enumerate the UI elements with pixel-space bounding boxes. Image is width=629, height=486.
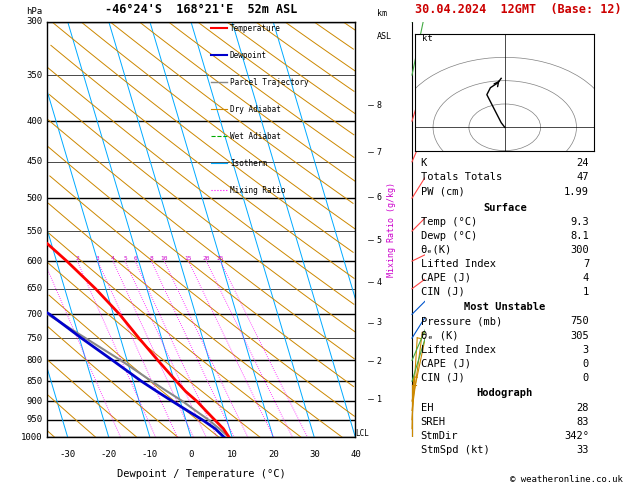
Text: Dewp (°C): Dewp (°C) <box>421 231 477 241</box>
Text: 7: 7 <box>377 148 382 157</box>
Text: Parcel Trajectory: Parcel Trajectory <box>230 78 309 87</box>
Text: 0: 0 <box>583 373 589 383</box>
Text: 300: 300 <box>571 245 589 255</box>
Text: Most Unstable: Most Unstable <box>464 302 545 312</box>
Text: 305: 305 <box>571 330 589 341</box>
Text: 300: 300 <box>26 17 43 26</box>
Text: 10: 10 <box>160 256 168 261</box>
Text: 342°: 342° <box>564 431 589 441</box>
Text: 5: 5 <box>377 236 382 245</box>
Text: 0: 0 <box>583 359 589 369</box>
Text: © weatheronline.co.uk: © weatheronline.co.uk <box>510 474 623 484</box>
Text: -10: -10 <box>142 450 158 459</box>
Text: LCL: LCL <box>355 430 369 438</box>
Text: 15: 15 <box>185 256 192 261</box>
Text: 9.3: 9.3 <box>571 217 589 227</box>
Text: Pressure (mb): Pressure (mb) <box>421 316 502 327</box>
Text: 450: 450 <box>26 157 43 166</box>
Text: 600: 600 <box>26 257 43 265</box>
Text: hPa: hPa <box>26 7 43 16</box>
Text: EH: EH <box>421 403 433 413</box>
Text: ASL: ASL <box>377 32 392 41</box>
Text: 5: 5 <box>123 256 127 261</box>
Text: 28: 28 <box>577 403 589 413</box>
Text: θₑ (K): θₑ (K) <box>421 330 458 341</box>
Text: -46°24'S  168°21'E  52m ASL: -46°24'S 168°21'E 52m ASL <box>105 2 298 16</box>
Text: CIN (J): CIN (J) <box>421 373 464 383</box>
Text: Lifted Index: Lifted Index <box>421 259 496 269</box>
Text: Temperature: Temperature <box>230 24 281 33</box>
Text: CAPE (J): CAPE (J) <box>421 273 470 283</box>
Text: 10: 10 <box>226 450 238 459</box>
Text: 2: 2 <box>377 357 382 366</box>
Text: 0: 0 <box>188 450 194 459</box>
Text: SREH: SREH <box>421 417 445 427</box>
Text: 3: 3 <box>377 318 382 327</box>
Text: 33: 33 <box>577 445 589 455</box>
Text: 550: 550 <box>26 226 43 236</box>
Text: 4: 4 <box>377 278 382 287</box>
Text: 20: 20 <box>203 256 210 261</box>
Text: 8: 8 <box>150 256 153 261</box>
Text: 950: 950 <box>26 415 43 424</box>
Text: 3: 3 <box>583 345 589 355</box>
Text: 750: 750 <box>571 316 589 327</box>
Text: -30: -30 <box>60 450 75 459</box>
Text: km: km <box>377 9 387 17</box>
Text: 24: 24 <box>577 158 589 168</box>
Text: Wet Adiabat: Wet Adiabat <box>230 132 281 140</box>
Text: 400: 400 <box>26 117 43 126</box>
Text: CAPE (J): CAPE (J) <box>421 359 470 369</box>
Text: 2: 2 <box>75 256 79 261</box>
Text: 500: 500 <box>26 194 43 203</box>
Text: 800: 800 <box>26 356 43 365</box>
Text: 850: 850 <box>26 377 43 386</box>
Text: 83: 83 <box>577 417 589 427</box>
Text: StmDir: StmDir <box>421 431 458 441</box>
Text: 4: 4 <box>111 256 115 261</box>
Text: 47: 47 <box>577 173 589 182</box>
Text: 1000: 1000 <box>21 433 43 442</box>
Text: 1.99: 1.99 <box>564 187 589 197</box>
Text: 30: 30 <box>309 450 320 459</box>
Text: kt: kt <box>422 34 433 43</box>
Text: 8.1: 8.1 <box>571 231 589 241</box>
Text: 1: 1 <box>583 287 589 297</box>
Text: 25: 25 <box>216 256 224 261</box>
Text: -20: -20 <box>101 450 117 459</box>
Text: 30.04.2024  12GMT  (Base: 12): 30.04.2024 12GMT (Base: 12) <box>415 3 621 16</box>
Text: 3: 3 <box>96 256 100 261</box>
Text: Hodograph: Hodograph <box>477 388 533 399</box>
Text: Surface: Surface <box>483 203 526 213</box>
Text: Lifted Index: Lifted Index <box>421 345 496 355</box>
Text: 8: 8 <box>377 101 382 110</box>
Text: Totals Totals: Totals Totals <box>421 173 502 182</box>
Text: 6: 6 <box>133 256 137 261</box>
Text: 7: 7 <box>583 259 589 269</box>
Text: Dewpoint / Temperature (°C): Dewpoint / Temperature (°C) <box>117 469 286 479</box>
Text: PW (cm): PW (cm) <box>421 187 464 197</box>
Text: 1: 1 <box>377 395 382 403</box>
Text: Isotherm: Isotherm <box>230 158 267 168</box>
Text: K: K <box>421 158 426 168</box>
Text: 40: 40 <box>350 450 361 459</box>
Text: Temp (°C): Temp (°C) <box>421 217 477 227</box>
Text: 20: 20 <box>268 450 279 459</box>
Text: Mixing Ratio (g/kg): Mixing Ratio (g/kg) <box>387 182 396 277</box>
Text: CIN (J): CIN (J) <box>421 287 464 297</box>
Text: Dry Adiabat: Dry Adiabat <box>230 104 281 114</box>
Text: 700: 700 <box>26 310 43 319</box>
Text: 350: 350 <box>26 70 43 80</box>
Text: 6: 6 <box>377 193 382 202</box>
Text: Dewpoint: Dewpoint <box>230 51 267 60</box>
Text: 650: 650 <box>26 284 43 293</box>
Text: 4: 4 <box>583 273 589 283</box>
Text: θₑ(K): θₑ(K) <box>421 245 452 255</box>
Text: 900: 900 <box>26 397 43 405</box>
Text: StmSpd (kt): StmSpd (kt) <box>421 445 489 455</box>
Text: Mixing Ratio: Mixing Ratio <box>230 186 286 195</box>
Text: 750: 750 <box>26 333 43 343</box>
